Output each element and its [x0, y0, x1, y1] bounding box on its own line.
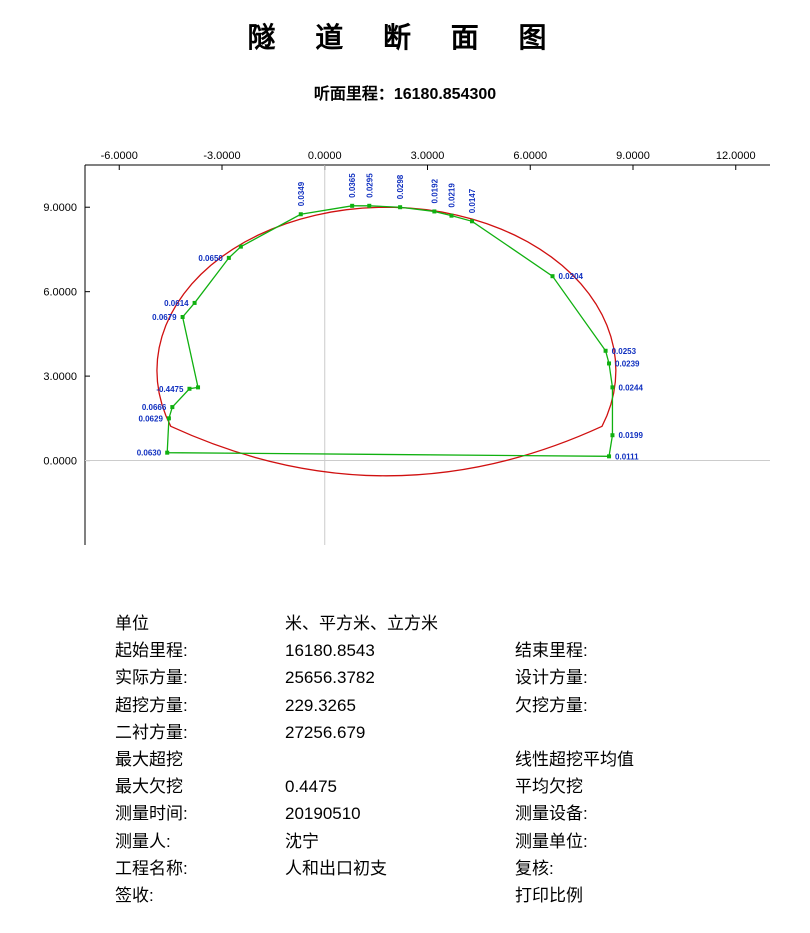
info-label: 工程名称: [115, 855, 285, 882]
svg-text:0.0614: 0.0614 [164, 299, 189, 308]
page-title: 隧 道 断 面 图 [0, 16, 810, 56]
svg-text:3.0000: 3.0000 [43, 371, 77, 383]
info-label: 最大欠挖 [115, 773, 285, 800]
svg-text:9.0000: 9.0000 [43, 202, 77, 214]
svg-text:0.0666: 0.0666 [142, 403, 167, 412]
info-label: 最大超挖 [115, 746, 285, 773]
svg-text:0.0630: 0.0630 [137, 449, 162, 458]
svg-text:0.0111: 0.0111 [615, 452, 639, 461]
info-label-2 [515, 610, 715, 637]
info-row: 二衬方量:27256.679 [115, 719, 715, 746]
info-label-2 [515, 719, 715, 746]
info-label: 起始里程: [115, 637, 285, 664]
svg-text:0.0147: 0.0147 [468, 188, 477, 213]
svg-text:-6.0000: -6.0000 [101, 150, 138, 162]
info-label-2: 平均欠挖 [515, 773, 715, 800]
info-label-2: 打印比例 [515, 882, 715, 909]
info-value: 沈宁 [285, 828, 515, 855]
info-label-2: 结束里程: [515, 637, 715, 664]
subtitle: 听面里程：16180.854300 [0, 80, 810, 104]
svg-text:3.0000: 3.0000 [411, 150, 445, 162]
svg-text:0.0192: 0.0192 [430, 178, 439, 203]
svg-text:0.0199: 0.0199 [618, 431, 643, 440]
info-label-2: 测量设备: [515, 800, 715, 827]
info-value: 0.4475 [285, 773, 515, 800]
svg-text:0.0629: 0.0629 [138, 414, 163, 423]
info-row: 签收: 打印比例 [115, 882, 715, 909]
info-label: 超挖方量: [115, 692, 285, 719]
info-label: 实际方量: [115, 664, 285, 691]
subtitle-label: 听面里程： [314, 86, 394, 103]
svg-text:0.0239: 0.0239 [615, 359, 640, 368]
svg-text:6.0000: 6.0000 [513, 150, 547, 162]
svg-text:-3.0000: -3.0000 [203, 150, 240, 162]
svg-text:0.0244: 0.0244 [618, 383, 643, 392]
info-value: 25656.3782 [285, 664, 515, 691]
subtitle-value: 16180.854300 [394, 86, 496, 103]
svg-text:0.0679: 0.0679 [152, 313, 177, 322]
svg-text:0.0295: 0.0295 [365, 173, 374, 198]
info-label: 测量时间: [115, 800, 285, 827]
svg-text:0.0349: 0.0349 [297, 181, 306, 206]
svg-text:0.0298: 0.0298 [396, 174, 405, 199]
svg-text:0.0219: 0.0219 [447, 183, 456, 208]
svg-text:0.0365: 0.0365 [348, 173, 357, 198]
info-row: 最大欠挖0.4475平均欠挖 [115, 773, 715, 800]
info-label-2: 复核: [515, 855, 715, 882]
svg-text:12.0000: 12.0000 [716, 150, 756, 162]
info-label-2: 设计方量: [515, 664, 715, 691]
info-label: 单位 [115, 610, 285, 637]
svg-text:-0.4475: -0.4475 [156, 385, 184, 394]
info-table: 单位米、平方米、立方米起始里程:16180.8543结束里程:实际方量:2565… [115, 610, 715, 909]
info-row: 测量人:沈宁测量单位: [115, 828, 715, 855]
info-value: 27256.679 [285, 719, 515, 746]
svg-text:9.0000: 9.0000 [616, 150, 650, 162]
svg-text:6.0000: 6.0000 [43, 287, 77, 299]
info-value: 米、平方米、立方米 [285, 610, 515, 637]
info-label-2: 测量单位: [515, 828, 715, 855]
svg-text:0.0204: 0.0204 [559, 272, 584, 281]
info-row: 最大超挖 线性超挖平均值 [115, 746, 715, 773]
info-value [285, 746, 515, 773]
svg-text:0.0000: 0.0000 [43, 456, 77, 468]
info-value: 229.3265 [285, 692, 515, 719]
info-row: 超挖方量:229.3265欠挖方量: [115, 692, 715, 719]
info-value: 16180.8543 [285, 637, 515, 664]
svg-text:0.0000: 0.0000 [308, 150, 342, 162]
info-label: 签收: [115, 882, 285, 909]
info-row: 测量时间:20190510测量设备: [115, 800, 715, 827]
svg-text:0.0253: 0.0253 [612, 347, 637, 356]
info-row: 工程名称:人和出口初支复核: [115, 855, 715, 882]
cross-section-chart: -6.0000 -3.0000 0.0000 3.0000 6.0000 9.0000 12… [30, 145, 780, 565]
info-row: 实际方量:25656.3782设计方量: [115, 664, 715, 691]
info-label: 测量人: [115, 828, 285, 855]
info-row: 单位米、平方米、立方米 [115, 610, 715, 637]
info-label: 二衬方量: [115, 719, 285, 746]
info-label-2: 欠挖方量: [515, 692, 715, 719]
info-value: 20190510 [285, 800, 515, 827]
info-row: 起始里程:16180.8543结束里程: [115, 637, 715, 664]
info-value [285, 882, 515, 909]
svg-text:0.0650: 0.0650 [198, 254, 223, 263]
info-value: 人和出口初支 [285, 855, 515, 882]
info-label-2: 线性超挖平均值 [515, 746, 715, 773]
